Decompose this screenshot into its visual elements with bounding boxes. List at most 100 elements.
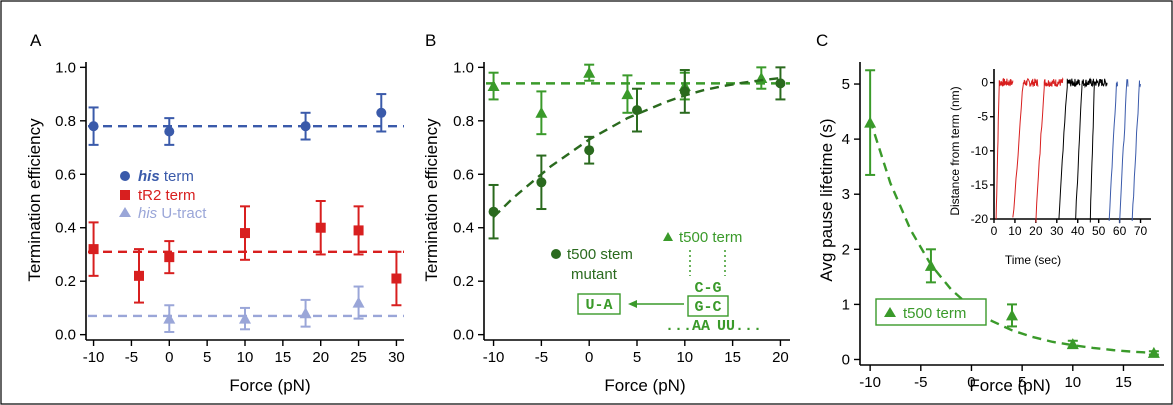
panel-a-data-point <box>164 252 174 262</box>
panel-b-x-tick-label: 5 <box>633 349 641 366</box>
panel-a-x-tick-label: 0 <box>165 349 173 366</box>
panel-a-data-point <box>89 244 99 254</box>
panel-a-y-tick-label: 0.0 <box>55 327 76 344</box>
panel-a-x-tick-label: 10 <box>237 349 254 366</box>
panel-a-x-tick-label: 15 <box>275 349 292 366</box>
panel-c-x-tick-label: -5 <box>914 374 927 391</box>
panel-a-y-tick-label: 1.0 <box>55 59 76 76</box>
panel-c-xlabel: Force (pN) <box>969 376 1050 395</box>
panel-b-data-point <box>489 207 499 217</box>
legend-label-tr2-term: tR2 term <box>138 187 196 204</box>
panel-c-x-tick-label: 0 <box>967 374 975 391</box>
inset-x-tick-label: 40 <box>1071 224 1085 238</box>
legend-marker-tr2-term <box>120 190 130 200</box>
panel-c-x-tick-label: 15 <box>1115 374 1132 391</box>
inset-y-tick-label: 0 <box>981 76 988 90</box>
panel-b-data-point <box>536 177 546 187</box>
legend-label-stem-mutant-line2: mutant <box>571 266 618 283</box>
panel-b-ylabel: Termination efficiency <box>422 118 441 282</box>
panel-a-y-tick-label: 0.6 <box>55 166 76 183</box>
panel-a-x-tick-label: 20 <box>312 349 329 366</box>
stem-left-tail: ...AA <box>665 318 710 335</box>
panel-b-data-point <box>584 145 594 155</box>
panel-a-data-point <box>354 225 364 235</box>
panel-b-data-point <box>680 86 690 96</box>
panel-b-y-tick-label: 0.0 <box>453 327 474 344</box>
panel-a-data-point <box>239 313 251 324</box>
panel-b-x-tick-label: 15 <box>724 349 741 366</box>
panel-a-legend: his term tR2 term his U-tract <box>119 168 207 222</box>
panel-c-data-point <box>864 117 876 128</box>
inset-y-tick-label: -20 <box>971 212 989 226</box>
inset-x-tick-label: 50 <box>1092 224 1106 238</box>
legend-marker-his-utract <box>119 207 131 217</box>
panel-c: C Force (pN) Avg pause lifetime (s) -10 -… <box>816 31 1164 395</box>
panel-c-y-tick-label: 2 <box>842 241 850 258</box>
panel-b-y-tick-label: 0.6 <box>453 166 474 183</box>
stem-top-pair: C-G <box>694 280 721 297</box>
mutation-arrow-head <box>628 300 637 308</box>
panel-c-data-point <box>1006 309 1018 320</box>
panel-c-y-tick-label: 0 <box>842 351 850 368</box>
panel-a-x-tick-label: 5 <box>203 349 211 366</box>
panel-a-data-point <box>301 121 311 131</box>
legend-label-his-term: his term <box>138 168 194 185</box>
legend-marker-stem-mutant <box>551 249 561 259</box>
panel-a-xlabel: Force (pN) <box>229 376 310 395</box>
inset-ylabel: Distance from term (nm) <box>948 86 962 215</box>
panel-b-data-point <box>535 107 547 118</box>
panel-c-y-tick-label: 5 <box>842 76 850 93</box>
panel-c-x-tick-label: 10 <box>1064 374 1081 391</box>
panel-b-x-tick-label: 10 <box>676 349 693 366</box>
panel-a-data-point <box>89 121 99 131</box>
panel-a-y-tick-label: 0.4 <box>55 220 76 237</box>
panel-b-data-point <box>621 88 633 99</box>
panel-c-label: C <box>816 31 828 50</box>
panel-b-x-tick-label: 20 <box>772 349 789 366</box>
panel-a-data-point <box>300 307 312 318</box>
panel-b-data-point <box>488 80 500 91</box>
panel-a-x-tick-label: -5 <box>125 349 138 366</box>
panel-b-data-point <box>583 67 595 78</box>
inset-x-tick-label: 60 <box>1113 224 1127 238</box>
legend-label-stem-mutant-line1: t500 stem <box>567 246 633 263</box>
mutant-pair: U-A <box>585 297 612 314</box>
panel-a-data-point <box>240 228 250 238</box>
inset-x-tick-label: 0 <box>991 224 998 238</box>
panel-a-ylabel: Termination efficiency <box>25 118 44 282</box>
panel-a-y-tick-label: 0.2 <box>55 273 76 290</box>
panel-a-data-point <box>164 127 174 137</box>
panel-a-y-tick-label: 0.8 <box>55 113 76 130</box>
inset-x-tick-label: 70 <box>1134 224 1148 238</box>
legend-label-his-utract: his U-tract <box>138 205 207 222</box>
panel-c-legend: t500 term <box>876 299 986 325</box>
panel-b-x-tick-label: 0 <box>585 349 593 366</box>
inset-x-tick-label: 20 <box>1029 224 1043 238</box>
panel-b: B Force (pN) Termination efficiency -10-… <box>422 31 790 395</box>
panel-c-y-tick-label: 1 <box>842 296 850 313</box>
panel-c-inset: Time (sec) Distance from term (nm) 0 10 20… <box>937 63 1159 269</box>
panel-b-data-point <box>632 105 642 115</box>
panel-c-x-tick-label: 5 <box>1018 374 1026 391</box>
stem-right-tail: UU... <box>717 318 762 335</box>
panel-b-y-tick-label: 1.0 <box>453 59 474 76</box>
panel-b-y-tick-label: 0.8 <box>453 113 474 130</box>
panel-c-data-point <box>1148 347 1160 358</box>
inset-y-tick-label: -10 <box>971 144 989 158</box>
panel-a-data-point <box>391 274 401 284</box>
panel-c-y-tick-label: 3 <box>842 186 850 203</box>
legend-label-t500-term-c: t500 term <box>903 305 966 322</box>
panel-a-data-point <box>163 313 175 324</box>
panel-c-ylabel: Avg pause lifetime (s) <box>817 118 836 281</box>
inset-x-tick-label: 10 <box>1008 224 1022 238</box>
panel-b-data-point <box>775 78 785 88</box>
panel-a-x-tick-label: 30 <box>388 349 405 366</box>
panel-b-y-tick-label: 0.2 <box>453 273 474 290</box>
panel-b-y-tick-label: 0.4 <box>453 220 474 237</box>
panel-b-annotation: t500 stem mutant t500 term C-G G-C ...AA… <box>551 229 762 335</box>
inset-y-tick-label: -15 <box>971 178 989 192</box>
legend-marker-his-term <box>120 171 130 181</box>
panel-c-data-point <box>925 260 937 271</box>
inset-y-tick-label: -5 <box>977 110 988 124</box>
